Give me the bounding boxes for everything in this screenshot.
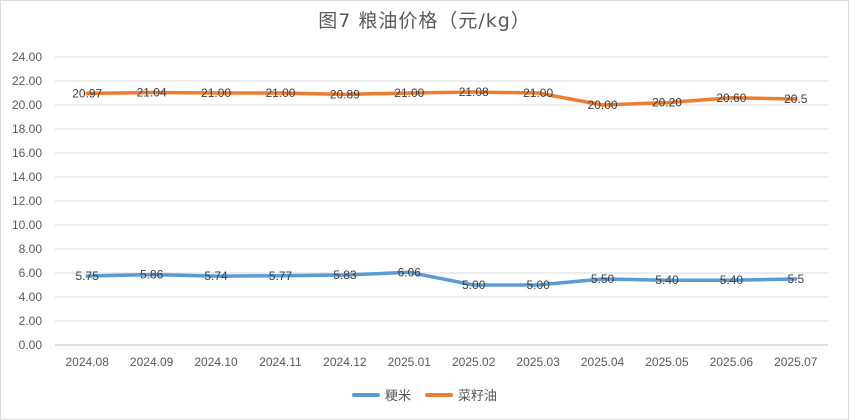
data-point <box>665 101 669 105</box>
y-tick-label: 12.00 <box>12 194 42 208</box>
legend-swatch-rapeseed-oil <box>425 392 453 397</box>
data-point <box>278 274 282 278</box>
data-label: 20.60 <box>716 91 746 105</box>
y-tick-label: 0.00 <box>19 338 43 352</box>
data-label: 21.00 <box>523 86 553 100</box>
y-tick-label: 6.00 <box>19 266 43 280</box>
legend-label-rice: 粳米 <box>384 389 411 404</box>
data-point <box>729 278 733 282</box>
x-tick-label: 2025.05 <box>645 355 689 369</box>
data-point <box>472 90 476 94</box>
legend: 粳米 菜籽油 <box>0 385 849 404</box>
data-point <box>794 277 798 281</box>
x-tick-label: 2024.12 <box>323 355 367 369</box>
y-tick-label: 8.00 <box>19 242 43 256</box>
y-tick-label: 4.00 <box>19 290 43 304</box>
data-label: 5.86 <box>140 268 164 282</box>
data-point <box>794 97 798 101</box>
data-label: 21.08 <box>459 85 489 99</box>
legend-item-rapeseed-oil: 菜籽油 <box>425 385 497 404</box>
data-label: 5.40 <box>720 273 744 287</box>
data-label: 5.74 <box>204 269 228 283</box>
data-point <box>343 92 347 96</box>
data-point <box>665 278 669 282</box>
data-label: 20.00 <box>588 98 618 112</box>
data-label: 20.20 <box>652 96 682 110</box>
legend-item-rice: 粳米 <box>351 385 411 404</box>
data-point <box>536 283 540 287</box>
data-point <box>85 274 89 278</box>
y-tick-label: 16.00 <box>12 146 42 160</box>
series-line-0 <box>85 270 798 287</box>
y-tick-label: 22.00 <box>12 74 42 88</box>
y-tick-label: 18.00 <box>12 122 42 136</box>
data-point <box>601 103 605 107</box>
data-point <box>214 91 218 95</box>
x-tick-label: 2025.02 <box>452 355 496 369</box>
data-point <box>729 96 733 100</box>
data-point <box>343 273 347 277</box>
x-tick-label: 2025.01 <box>388 355 432 369</box>
y-tick-label: 24.00 <box>12 50 42 64</box>
x-tick-label: 2024.10 <box>194 355 238 369</box>
series-line-1 <box>85 90 798 107</box>
x-tick-label: 2024.11 <box>259 355 302 369</box>
data-label: 21.04 <box>137 86 167 100</box>
y-tick-label: 2.00 <box>19 314 43 328</box>
y-tick-label: 14.00 <box>12 170 42 184</box>
data-point <box>407 91 411 95</box>
x-tick-label: 2025.03 <box>516 355 560 369</box>
data-label: 5.00 <box>462 278 486 292</box>
x-tick-label: 2025.07 <box>774 355 818 369</box>
data-point <box>407 270 411 274</box>
x-tick-label: 2025.06 <box>710 355 754 369</box>
data-point <box>601 277 605 281</box>
data-label: 20.89 <box>330 87 360 101</box>
data-point <box>214 274 218 278</box>
y-tick-label: 10.00 <box>12 218 42 232</box>
x-tick-label: 2024.09 <box>130 355 174 369</box>
legend-label-rapeseed-oil: 菜籽油 <box>458 389 498 404</box>
data-label: 5.40 <box>655 273 679 287</box>
data-label: 20.5 <box>784 92 808 106</box>
data-label: 21.00 <box>265 86 295 100</box>
data-label: 5.83 <box>333 268 357 282</box>
legend-swatch-rice <box>351 392 380 397</box>
data-label: 5.75 <box>76 269 100 283</box>
x-tick-label: 2024.08 <box>66 355 110 369</box>
x-tick-label: 2025.04 <box>581 355 625 369</box>
y-tick-label: 20.00 <box>12 98 42 112</box>
data-label: 21.00 <box>394 86 424 100</box>
data-label: 5.77 <box>269 269 293 283</box>
data-label: 6.06 <box>398 265 422 279</box>
data-point <box>85 91 89 95</box>
data-label: 20.97 <box>72 86 102 100</box>
data-point <box>472 283 476 287</box>
data-label: 5.5 <box>787 272 804 286</box>
data-label: 5.00 <box>526 278 550 292</box>
chart-title: 图7 粮油价格（元/kg） <box>318 10 531 32</box>
data-label: 5.50 <box>591 272 615 286</box>
data-point <box>150 91 154 95</box>
data-point <box>150 273 154 277</box>
data-label: 21.00 <box>201 86 231 100</box>
data-point <box>536 91 540 95</box>
data-point <box>278 91 282 95</box>
